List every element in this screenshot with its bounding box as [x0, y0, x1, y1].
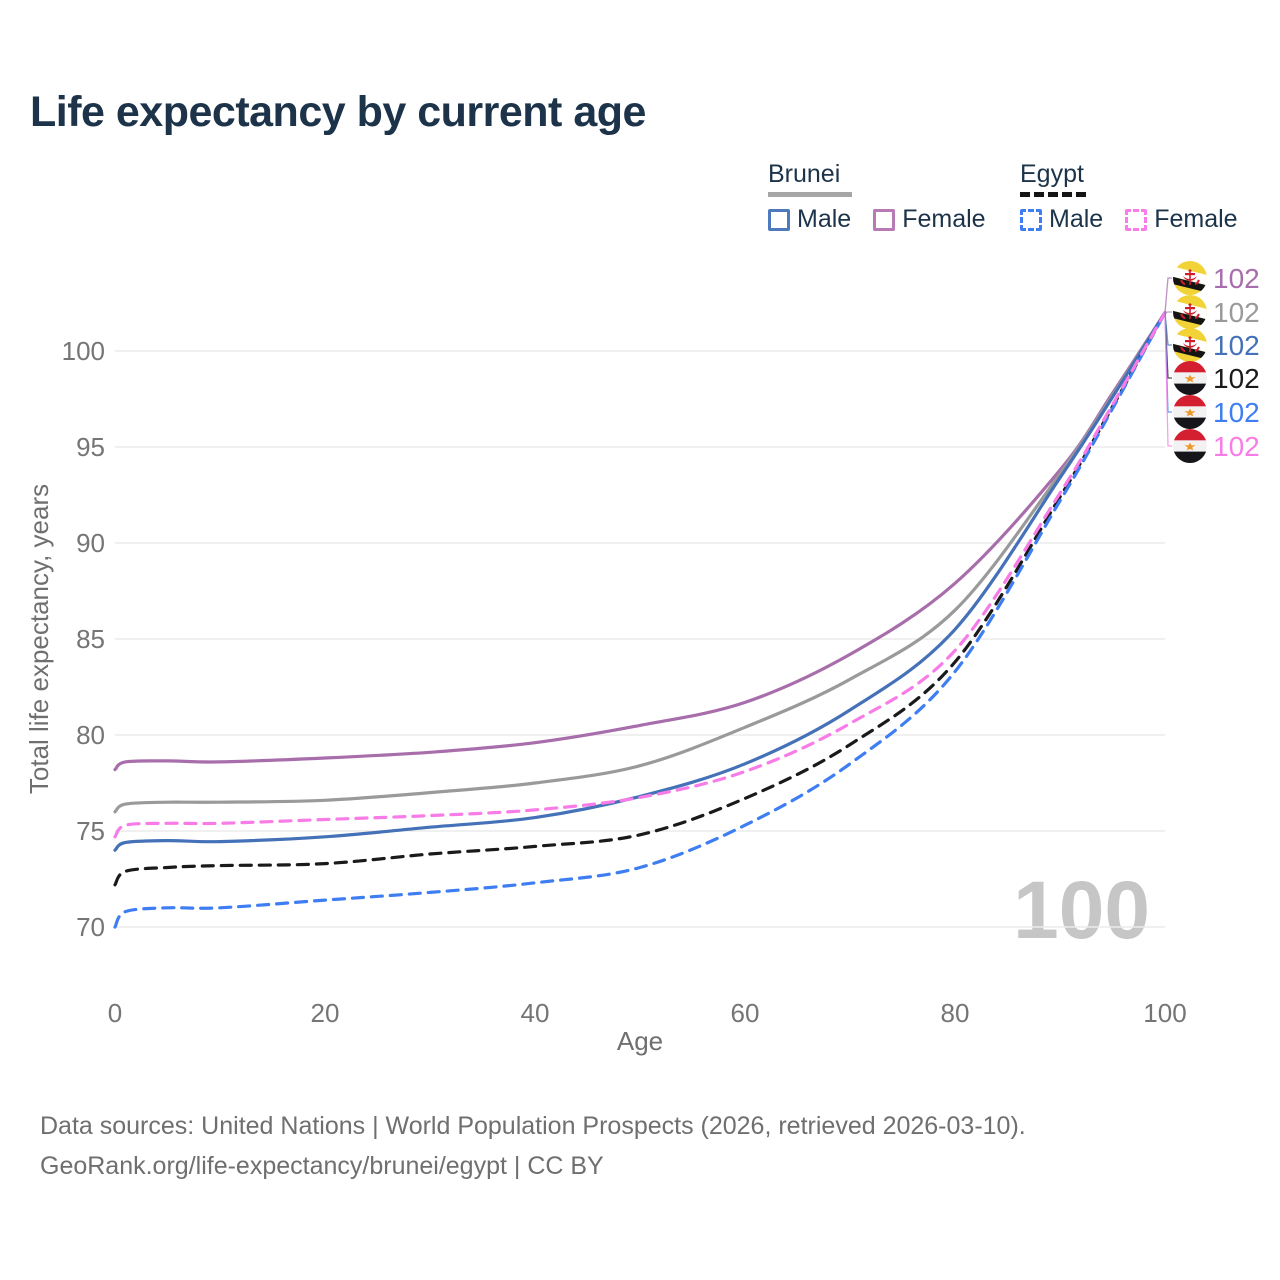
brunei-male-swatch-icon	[768, 208, 790, 231]
footer: Data sources: United Nations | World Pop…	[40, 1106, 1026, 1186]
x-tick-label-100: 100	[1143, 998, 1186, 1028]
legend-item-egypt-male[interactable]: Male	[1020, 205, 1103, 234]
series-line-egypt-both-sexes[interactable]	[113, 311, 1167, 887]
x-tick-label-0: 0	[108, 998, 122, 1028]
x-tick-label-80: 80	[941, 998, 970, 1028]
leader-line-egypt-female	[1164, 312, 1172, 447]
brunei-solid-line-sample	[768, 192, 852, 197]
brunei-flag-icon	[1173, 261, 1207, 295]
series-line-egypt-male[interactable]	[113, 311, 1167, 929]
legend-label: Female	[1154, 205, 1238, 233]
legend-label: Male	[797, 205, 852, 233]
brunei-flag-icon	[1173, 295, 1207, 329]
end-value-label-egypt-both-sexes: 102	[1213, 363, 1260, 394]
y-tick-label-85: 85	[76, 624, 105, 654]
attribution-line: GeoRank.org/life-expectancy/brunei/egypt…	[40, 1152, 604, 1180]
legend-item-brunei-female[interactable]: Female	[873, 205, 986, 234]
x-tick-label-60: 60	[731, 998, 760, 1028]
egypt-flag-icon	[1173, 429, 1207, 463]
end-value-label-brunei-male: 102	[1213, 330, 1260, 361]
legend-label: Female	[902, 205, 986, 233]
end-value-label-egypt-female: 102	[1213, 431, 1260, 462]
leader-line-brunei-both-sexes	[1164, 311, 1172, 314]
end-value-label-brunei-both-sexes: 102	[1213, 297, 1260, 328]
x-axis-title: Age	[617, 1026, 663, 1056]
egypt-flag-icon	[1173, 395, 1207, 429]
end-value-label-brunei-female: 102	[1213, 263, 1260, 294]
y-tick-label-75: 75	[76, 816, 105, 846]
series-line-brunei-male[interactable]	[113, 311, 1167, 852]
page-title: Life expectancy by current age	[30, 88, 646, 136]
egypt-female-swatch-icon	[1125, 208, 1148, 231]
egypt-flag-icon	[1173, 361, 1207, 395]
legend-country-egypt: Egypt	[1020, 160, 1084, 188]
egypt-male-swatch-icon	[1020, 208, 1042, 231]
brunei-female-swatch-icon	[873, 208, 896, 231]
series-line-brunei-both-sexes[interactable]	[113, 311, 1167, 814]
egypt-dashed-line-sample	[1020, 192, 1086, 197]
series-line-egypt-female[interactable]	[113, 311, 1167, 839]
x-tick-label-40: 40	[521, 998, 550, 1028]
legend-item-brunei-male[interactable]: Male	[768, 205, 851, 234]
end-value-label-egypt-male: 102	[1213, 397, 1260, 428]
legend-country-brunei: Brunei	[768, 160, 841, 188]
y-tick-label-100: 100	[62, 336, 105, 366]
data-sources-line: Data sources: United Nations | World Pop…	[40, 1112, 1026, 1140]
y-tick-label-70: 70	[76, 912, 105, 942]
leader-line-brunei-female	[1164, 277, 1172, 313]
y-tick-label-90: 90	[76, 528, 105, 558]
brunei-flag-icon	[1173, 328, 1207, 362]
y-axis-title: Total life expectancy, years	[24, 484, 54, 794]
age-watermark: 100	[1013, 865, 1150, 956]
legend-group-brunei: Brunei Male Female	[768, 160, 986, 234]
y-tick-label-80: 80	[76, 720, 105, 750]
series-line-brunei-female[interactable]	[113, 311, 1167, 772]
legend-item-egypt-female[interactable]: Female	[1125, 205, 1238, 234]
y-tick-label-95: 95	[76, 432, 105, 462]
x-tick-label-20: 20	[311, 998, 340, 1028]
legend-label: Male	[1049, 205, 1104, 233]
legend-group-egypt: Egypt Male Female	[1020, 160, 1238, 234]
